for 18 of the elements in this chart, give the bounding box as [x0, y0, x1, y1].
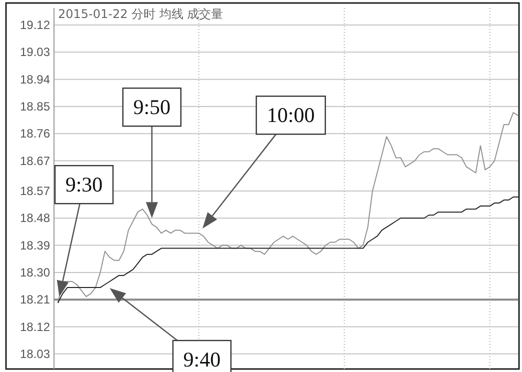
y-tick-label: 18.12	[20, 320, 50, 334]
y-tick-label: 18.03	[20, 346, 50, 361]
y-tick-label: 18.39	[20, 238, 50, 252]
annotation: 9:30	[65, 172, 103, 197]
y-tick-label: 18.76	[20, 126, 50, 141]
y-tick-label: 18.67	[20, 154, 50, 168]
y-tick-label: 18.48	[20, 211, 50, 226]
y-tick-label: 18.21	[20, 292, 50, 307]
y-tick-label: 18.57	[20, 184, 50, 198]
y-tick-label: 19.12	[20, 18, 50, 32]
annotation: 10:00	[266, 103, 315, 128]
chart-title: 2015-01-22 分时 均线 成交量	[58, 7, 224, 21]
y-tick-label: 18.85	[20, 99, 50, 114]
annotation: 9:40	[183, 348, 221, 372]
y-tick-label: 18.94	[20, 72, 50, 86]
y-tick-label: 19.03	[20, 45, 50, 60]
annotation: 9:50	[133, 95, 171, 120]
y-tick-label: 18.30	[20, 265, 50, 280]
